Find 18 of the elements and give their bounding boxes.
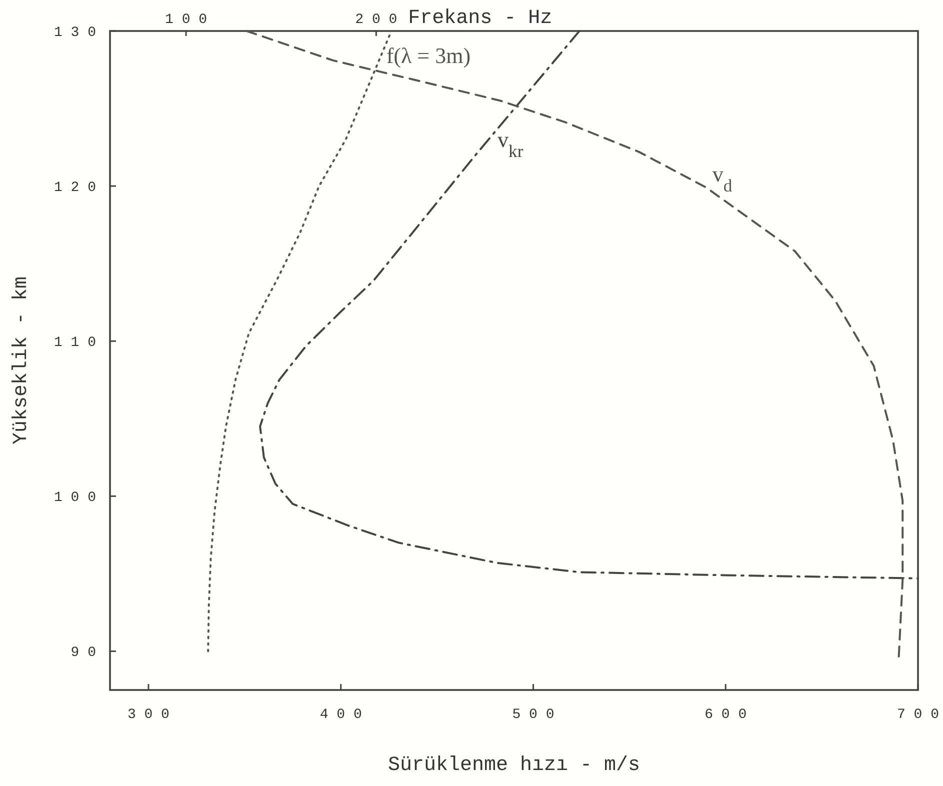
x2-tick-label: 1 0 0 [165, 12, 208, 28]
series-label: f(λ = 3m) [386, 43, 471, 68]
y-tick-label: 1 0 0 [54, 490, 96, 506]
x2-tick-label: 2 0 0 [355, 12, 398, 28]
x-tick-label: 4 0 0 [320, 707, 362, 723]
y-tick-label: 9 0 [70, 645, 96, 662]
x-tick-label: 3 0 0 [127, 707, 170, 723]
x-tick-label: 7 0 0 [896, 707, 940, 723]
y-tick-label: 1 2 0 [54, 180, 96, 196]
x2-axis-title: Frekans - Hz [408, 7, 552, 30]
x-tick-label: 5 0 0 [512, 707, 554, 723]
series-label: v$_{kr}$ [498, 127, 524, 162]
series-label: v$_{d}$ [712, 162, 732, 196]
y-tick-label: 1 1 0 [54, 335, 96, 352]
x-tick-label: 6 0 0 [704, 707, 747, 723]
y-axis-title: Yükseklik - km [10, 276, 33, 445]
y-tick-label: 1 3 0 [54, 25, 96, 41]
x-axis-title: Sürüklenme hızı - m/s [388, 754, 640, 777]
